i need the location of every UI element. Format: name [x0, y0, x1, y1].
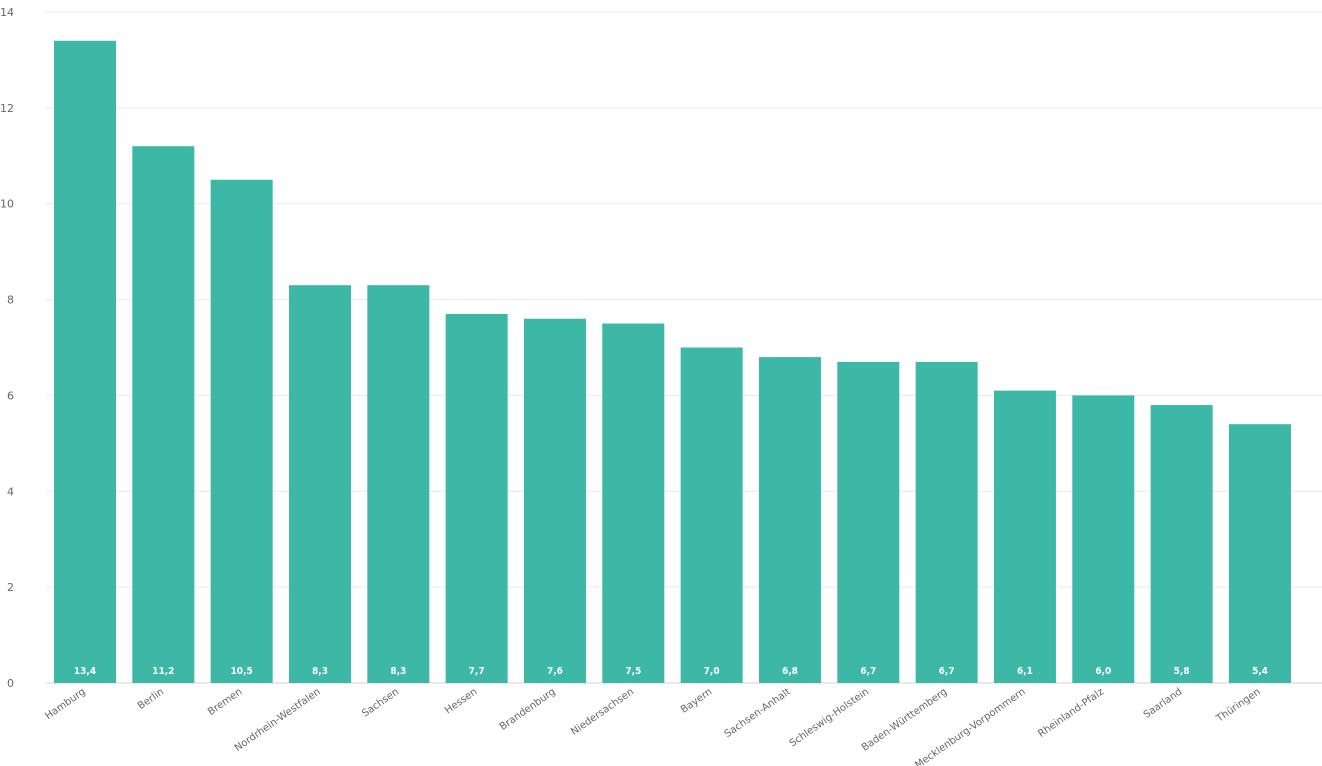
bar[interactable]: [445, 313, 508, 683]
x-tick-label: Hessen: [443, 686, 479, 716]
data-label: 8,3: [390, 666, 406, 677]
data-label: 7,6: [547, 666, 563, 677]
x-tick-label: Rheinland-Pfalz: [1036, 686, 1106, 739]
bar[interactable]: [288, 285, 351, 683]
bar[interactable]: [1150, 405, 1213, 683]
bar[interactable]: [837, 361, 900, 683]
y-tick-label: 10: [0, 198, 14, 211]
x-tick-label: Brandenburg: [498, 686, 558, 732]
x-tick-label: Nordrhein-Westfalen: [233, 686, 323, 754]
bar[interactable]: [680, 347, 743, 684]
bar[interactable]: [132, 146, 195, 683]
bar[interactable]: [993, 390, 1056, 683]
y-tick-label: 2: [7, 581, 14, 594]
y-tick-label: 0: [7, 677, 14, 690]
x-tick-label: Sachsen-Anhalt: [723, 686, 793, 740]
x-tick-label: Baden-Württemberg: [860, 686, 949, 753]
bar[interactable]: [210, 179, 273, 683]
bar[interactable]: [1228, 424, 1291, 683]
y-tick-label: 12: [0, 102, 14, 115]
data-label: 6,8: [782, 666, 798, 677]
data-label: 7,7: [469, 666, 485, 677]
x-tick-label: Sachsen: [360, 686, 401, 719]
x-tick-label: Bremen: [206, 686, 244, 717]
bar[interactable]: [523, 318, 586, 683]
bars: 13,4 11,2 10,5 8,3 8,3 7,7 7,6 7,5 7,0 6,8 6,7 6,7 6…: [54, 40, 1291, 684]
data-label: 5,8: [1174, 666, 1190, 677]
bar[interactable]: [54, 40, 116, 683]
data-label: 7,0: [704, 666, 720, 677]
bar[interactable]: [367, 285, 430, 683]
bar[interactable]: [602, 323, 665, 683]
x-tick-label: Saarland: [1142, 686, 1185, 720]
data-label: 10,5: [231, 666, 253, 677]
bar[interactable]: [758, 357, 821, 683]
x-tick-label: Bayern: [679, 686, 714, 715]
y-tick-label: 6: [7, 389, 14, 402]
data-label: 6,0: [1095, 666, 1111, 677]
data-label: 6,1: [1017, 666, 1033, 677]
data-label: 6,7: [939, 666, 955, 677]
x-tick-label: Berlin: [136, 686, 166, 712]
bar[interactable]: [915, 361, 978, 683]
data-label: 8,3: [312, 666, 328, 677]
bar[interactable]: [1072, 395, 1135, 683]
data-label: 5,4: [1252, 666, 1268, 677]
data-label: 7,5: [625, 666, 641, 677]
x-tick-label: Niedersachsen: [569, 686, 636, 737]
x-tick-label: Thüringen: [1214, 686, 1263, 725]
data-label: 11,2: [152, 666, 174, 677]
x-tick-label: Hamburg: [43, 686, 87, 722]
y-tick-label: 8: [7, 294, 14, 307]
y-tick-label: 14: [0, 6, 14, 19]
data-label: 6,7: [860, 666, 876, 677]
data-label: 13,4: [74, 666, 96, 677]
x-tick-label: Schleswig-Holstein: [788, 686, 871, 749]
y-tick-label: 4: [7, 485, 14, 498]
y-axis: 0 2 4 6 8 10 12 14: [0, 6, 14, 690]
